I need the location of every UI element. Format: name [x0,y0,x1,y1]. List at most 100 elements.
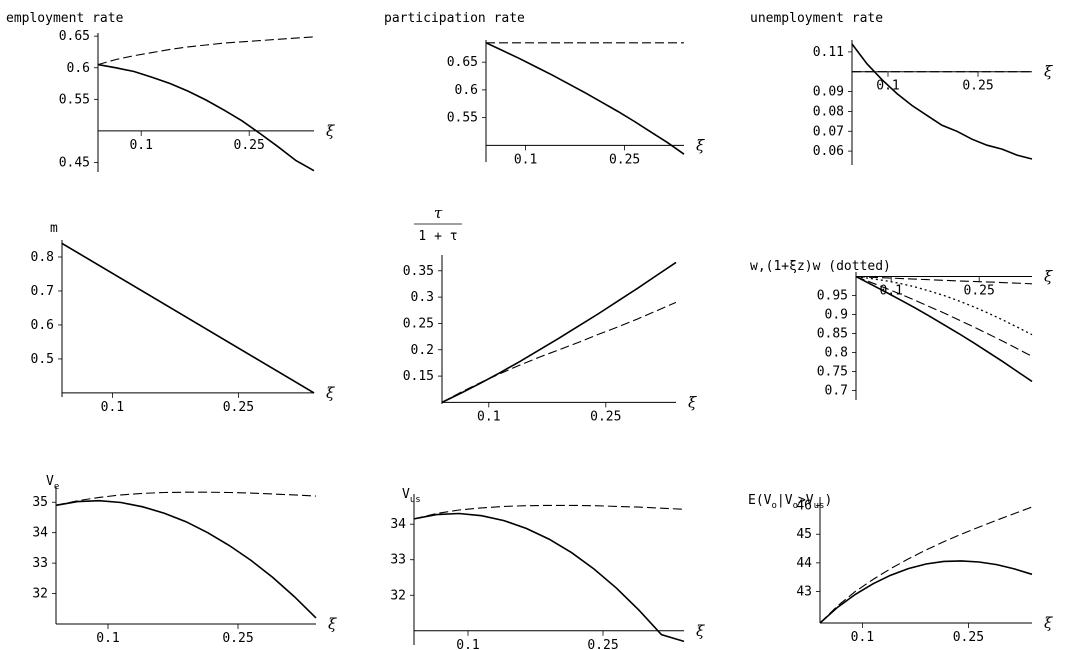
y-tick-label: 0.65 [447,55,478,70]
panel-title: Vus [402,487,421,505]
panel-title-part: m [50,221,58,236]
panel-title: Ve [46,474,59,492]
x-axis-variable-label: ξ [1044,63,1053,81]
y-tick-label: 34 [390,517,406,532]
y-tick-label: 0.65 [59,29,90,44]
y-tick-label: 0.25 [403,316,434,331]
y-tick-label: 0.09 [813,85,844,100]
y-tick-label: 0.7 [825,384,848,399]
y-tick-label: 0.9 [825,308,848,323]
series-line-dashed [97,36,315,66]
series-line-dashed [855,276,1033,285]
panel-title-part: V [402,487,410,502]
panel-title-subscript: o [771,501,776,511]
y-tick-label: 0.6 [455,83,478,98]
chart-panel-7: Ve 0.1 0.25 32 33 34 35 ξ [32,474,337,646]
y-tick-label: 0.3 [411,290,434,305]
x-axis-variable-label: ξ [328,615,337,633]
y-tick-label: 0.07 [813,124,844,139]
panel-title-subscript: us [410,495,421,505]
panel-title-part: E(V [748,493,772,508]
panel-title: employment rate [6,11,124,26]
y-tick-label: 32 [32,587,48,602]
panel-title: E(Vo|Vo>Vus) [748,493,832,511]
y-tick-label: 0.5 [31,352,54,367]
x-tick-label: 0.25 [222,631,253,646]
y-tick-label: 0.95 [817,289,848,304]
series-line-solid [855,275,1033,383]
x-axis-variable-label: ξ [1044,614,1053,632]
chart-panel-4: m 0.1 0.25 0.5 0.6 0.7 0.8 ξ [31,221,335,415]
panel-title-denominator: 1 + τ [418,229,457,244]
y-tick-label: 0.06 [813,144,844,159]
x-tick-label: 0.25 [223,400,254,415]
y-tick-label: 0.11 [813,45,844,60]
series-line-dashed [819,506,1033,624]
x-tick-label: 0.1 [101,400,124,415]
series-line-solid [55,499,317,619]
y-tick-label: 0.15 [403,369,434,384]
x-axis-variable-label: ξ [1044,268,1053,286]
x-tick-label: 0.25 [234,138,265,153]
x-axis-variable-label: ξ [688,393,697,411]
y-tick-label: 0.08 [813,104,844,119]
x-tick-label: 0.1 [129,138,152,153]
panel-title: participation rate [384,11,525,26]
panel-title: m [50,221,58,236]
panel-title-numerator: τ [434,204,443,222]
x-axis-variable-label: ξ [696,622,705,640]
y-tick-label: 0.35 [403,264,434,279]
x-axis-variable-label: ξ [326,122,335,140]
x-tick-label: 0.25 [962,79,993,94]
x-tick-label: 0.25 [590,409,621,424]
series-line-dashed [441,301,677,403]
y-tick-label: 0.75 [817,365,848,380]
panel-title: w,(1+ξz)w (dotted) [750,259,891,274]
chart-panel-8: Vus 0.1 0.25 32 33 34 ξ [390,487,705,650]
series-line-dashed [413,504,685,520]
y-tick-label: 46 [796,499,812,514]
y-tick-label: 33 [32,556,48,571]
series-line-solid [819,560,1033,624]
y-tick-label: 35 [32,495,48,510]
y-tick-label: 44 [796,556,812,571]
y-tick-label: 43 [796,585,812,600]
panel-title-subscript: o [793,501,798,511]
x-tick-label: 0.25 [609,152,640,167]
y-tick-label: 0.6 [31,318,54,333]
panel-title-part: >V [798,493,814,508]
y-tick-label: 32 [390,588,406,603]
y-tick-label: 0.8 [825,346,848,361]
y-tick-label: 33 [390,553,406,568]
panel-title-part: w,(1+ξz)w (dotted) [750,259,891,274]
x-tick-label: 0.25 [964,284,995,299]
y-tick-label: 0.55 [447,111,478,126]
x-tick-label: 0.25 [953,630,984,645]
series-line-solid [97,63,315,172]
series-line-dashed [55,491,317,506]
y-tick-label: 45 [796,527,812,542]
panel-title: unemployment rate [750,11,883,26]
x-axis-variable-label: ξ [696,136,705,154]
panel-title-part: ) [824,493,832,508]
x-tick-label: 0.1 [456,638,479,650]
panel-title-part: participation rate [384,11,525,26]
chart-panel-6: w,(1+ξz)w (dotted) 0.1 0.25 0.7 0.75 0.8 0.85 0… [750,259,1053,400]
y-tick-label: 0.7 [31,284,54,299]
x-tick-label: 0.25 [587,638,618,650]
chart-panel-2: participation rate 0.1 0.25 0.55 0.6 0.65 ξ [384,11,705,167]
series-line-solid [441,261,677,404]
x-axis-variable-label: ξ [326,384,335,402]
chart-panel-5: τ 1 + τ 0.1 0.25 0.15 0.2 0.25 0.3 0.35 ξ [403,204,697,424]
series-line-solid [851,43,1033,160]
series-line-dashed [61,242,315,394]
x-tick-label: 0.1 [879,284,902,299]
y-tick-label: 0.55 [59,92,90,107]
panel-title-part: employment rate [6,11,124,26]
x-tick-label: 0.1 [477,409,500,424]
panel-title-part: |V [777,493,793,508]
y-tick-label: 0.6 [67,61,90,76]
